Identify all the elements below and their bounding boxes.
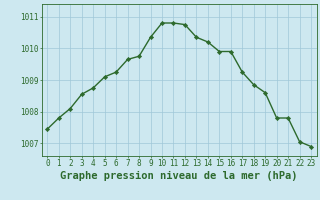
X-axis label: Graphe pression niveau de la mer (hPa): Graphe pression niveau de la mer (hPa)	[60, 171, 298, 181]
